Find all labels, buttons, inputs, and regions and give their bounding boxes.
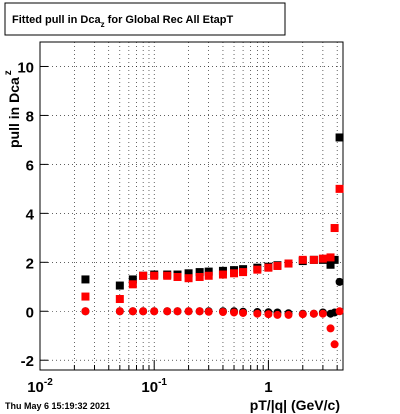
footer: Thu May 6 15:19:32 2021 <box>5 401 110 411</box>
point <box>330 255 339 264</box>
point <box>239 308 248 317</box>
y-tick-label: 4 <box>26 206 35 223</box>
point <box>264 263 273 272</box>
point <box>150 307 159 316</box>
point <box>184 269 193 278</box>
point <box>318 254 327 263</box>
title-rest: for Global Rec All EtapT <box>105 14 234 26</box>
point <box>309 255 318 264</box>
point <box>163 307 172 316</box>
point <box>195 268 204 277</box>
point <box>326 324 335 333</box>
point <box>284 310 293 319</box>
point <box>163 271 172 280</box>
y-tick-label: 0 <box>26 304 34 321</box>
plot-border <box>39 41 344 371</box>
point <box>173 272 182 281</box>
point <box>273 310 282 319</box>
point <box>150 271 159 280</box>
point <box>204 271 213 280</box>
point <box>173 307 182 316</box>
point <box>239 268 248 277</box>
point <box>335 307 344 316</box>
point <box>139 307 148 316</box>
point <box>335 184 344 193</box>
point <box>115 307 124 316</box>
point <box>218 307 227 316</box>
title-text: Fitted pull in Dca <box>12 14 101 26</box>
point <box>128 307 137 316</box>
plot-frame <box>40 42 343 370</box>
x-tick-label: 10-1 <box>141 377 167 396</box>
title-box <box>4 2 286 36</box>
point <box>273 261 282 270</box>
y-label-subscript: z <box>3 70 14 75</box>
point <box>204 267 213 276</box>
point <box>230 308 239 317</box>
point <box>330 340 339 349</box>
y-tick-label: 8 <box>26 108 34 125</box>
point <box>81 275 90 284</box>
x-axis-label: pT/|q| (GeV/c) <box>250 397 340 413</box>
point <box>309 309 318 318</box>
point <box>326 253 335 262</box>
x-tick-exponent: -2 <box>44 377 53 388</box>
point <box>218 270 227 279</box>
point <box>115 281 124 290</box>
point <box>253 265 262 274</box>
point <box>230 269 239 278</box>
point <box>284 259 293 268</box>
point <box>139 271 148 280</box>
point <box>184 274 193 283</box>
point <box>326 260 335 269</box>
x-tick-base: 10 <box>27 379 44 396</box>
point <box>264 310 273 319</box>
point <box>195 307 204 316</box>
y-tick-label: 6 <box>26 157 34 174</box>
point <box>298 255 307 264</box>
point <box>335 133 344 142</box>
point <box>204 307 213 316</box>
y-tick-label: -2 <box>21 353 34 370</box>
point <box>318 309 327 318</box>
x-tick-exponent: -1 <box>158 377 167 388</box>
point <box>330 224 339 233</box>
chart-title: Fitted pull in Dcaz for Global Rec All E… <box>12 14 233 29</box>
point <box>81 307 90 316</box>
y-label-text: pull in Dca <box>6 77 22 148</box>
y-tick-label: 2 <box>26 255 34 272</box>
point <box>128 280 137 289</box>
point <box>81 292 90 301</box>
y-tick-label: 10 <box>17 59 34 76</box>
x-tick-label: 10-2 <box>27 377 53 396</box>
x-tick-label: 1 <box>264 379 272 396</box>
point <box>128 275 137 284</box>
point <box>184 307 193 316</box>
point <box>115 295 124 304</box>
point <box>253 309 262 318</box>
point <box>195 272 204 281</box>
point <box>335 277 344 286</box>
point <box>298 310 307 319</box>
title-subscript: z <box>101 20 105 29</box>
x-tick-base: 10 <box>141 379 158 396</box>
y-axis-label: pull in Dca z <box>3 70 22 148</box>
